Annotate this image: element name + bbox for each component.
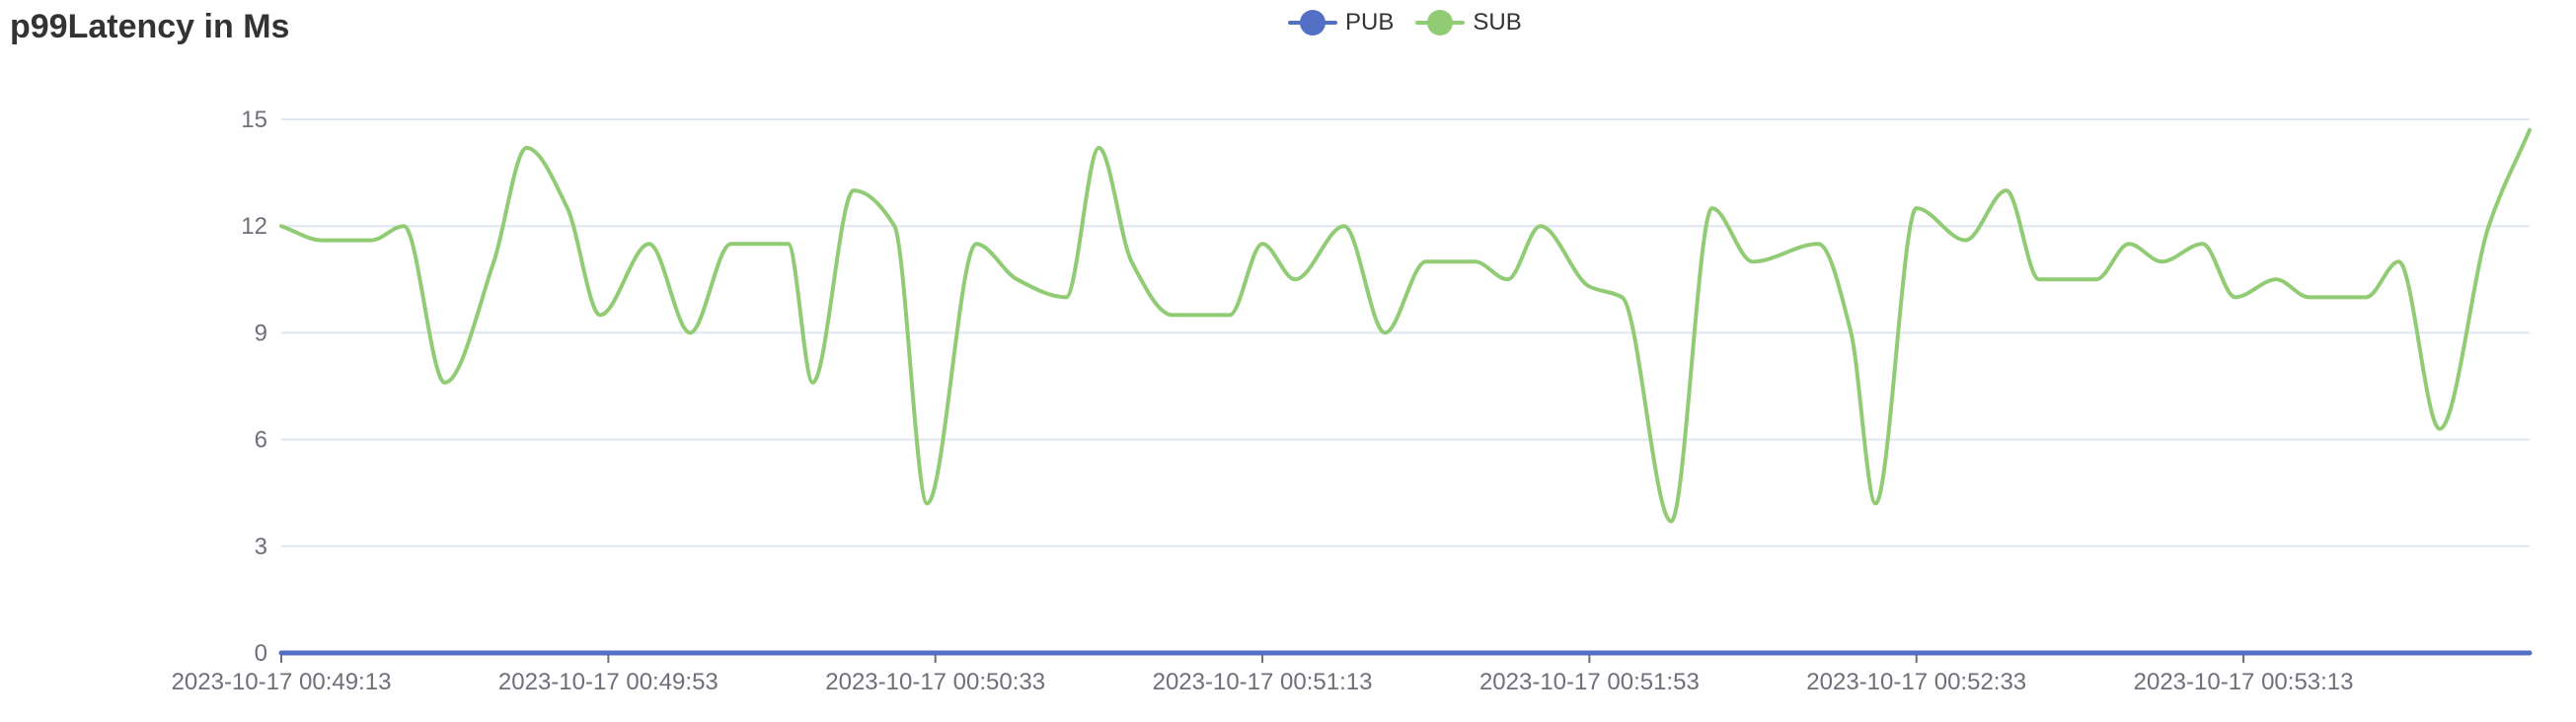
x-tick-label: 2023-10-17 00:51:53 <box>1479 669 1700 695</box>
x-tick-label: 2023-10-17 00:49:13 <box>172 669 392 695</box>
x-tick-label: 2023-10-17 00:52:33 <box>1806 669 2026 695</box>
legend-marker-pub <box>1288 9 1337 36</box>
y-tick-label: 15 <box>241 107 267 133</box>
x-tick-label: 2023-10-17 00:51:13 <box>1153 669 1373 695</box>
legend-item-pub[interactable]: PUB <box>1288 9 1394 36</box>
legend-item-sub[interactable]: SUB <box>1415 9 1522 36</box>
y-tick-label: 0 <box>255 640 267 667</box>
legend: PUB SUB <box>1288 8 1544 37</box>
series-line-sub <box>279 127 2532 524</box>
legend-dot-pub <box>1300 10 1326 36</box>
legend-label-pub: PUB <box>1345 9 1395 36</box>
legend-marker-sub <box>1415 9 1466 36</box>
x-tick-label: 2023-10-17 00:53:13 <box>2134 669 2354 695</box>
y-tick-label: 12 <box>241 213 267 240</box>
legend-label-sub: SUB <box>1473 9 1522 36</box>
x-tick-label: 2023-10-17 00:50:33 <box>825 669 1045 695</box>
y-tick-label: 3 <box>255 534 267 560</box>
y-tick-label: 6 <box>255 427 267 454</box>
y-tick-label: 9 <box>255 320 267 346</box>
chart-title: p99Latency in Ms <box>10 8 290 45</box>
legend-dot-sub <box>1427 10 1454 36</box>
x-tick-label: 2023-10-17 00:49:53 <box>498 669 719 695</box>
